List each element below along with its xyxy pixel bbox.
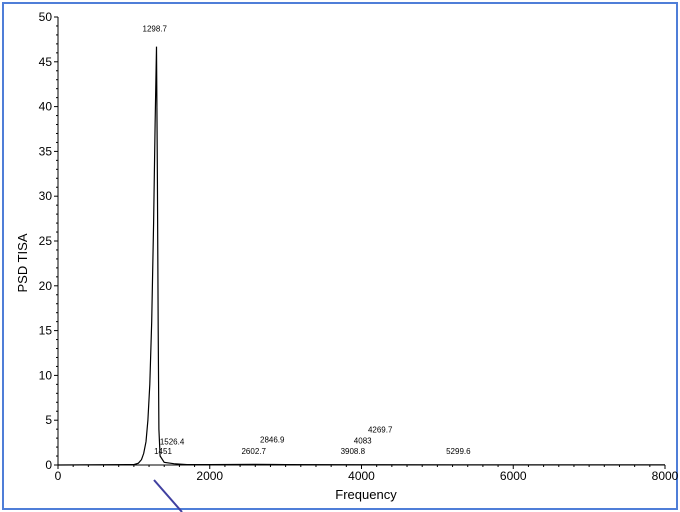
y-tick-label: 5	[45, 413, 52, 427]
peak-label: 5299.6	[446, 447, 471, 456]
peak-label: 2602.7	[241, 447, 266, 456]
x-tick-label: 0	[55, 469, 62, 483]
peak-label: 2846.9	[260, 436, 285, 445]
x-tick-label: 8000	[652, 469, 679, 483]
peak-label: 1526.4	[160, 437, 185, 446]
y-tick-label: 10	[39, 368, 53, 382]
y-tick-label: 50	[39, 10, 53, 24]
y-tick-label: 20	[39, 279, 53, 293]
y-axis-label: PSD TISA	[15, 233, 30, 292]
peak-label: 1298.7	[143, 24, 168, 33]
x-tick-label: 2000	[196, 469, 223, 483]
peak-label: 1451	[154, 447, 172, 456]
y-tick-label: 15	[39, 324, 53, 338]
y-tick-label: 30	[39, 189, 53, 203]
x-tick-label: 4000	[348, 469, 375, 483]
y-ticks: 0 5 10 15 20 25 30 35 40 45 50	[39, 10, 58, 472]
x-tick-label: 6000	[500, 469, 527, 483]
y-tick-label: 40	[39, 100, 53, 114]
decorative-pointer-line	[153, 479, 183, 512]
y-tick-label: 25	[39, 234, 53, 248]
x-axis-label: Frequency	[335, 487, 397, 502]
peak-label: 4083	[354, 436, 372, 445]
series-line-psd	[57, 46, 665, 466]
x-ticks: 0 2000 4000 6000 8000	[55, 465, 679, 483]
y-tick-label: 35	[39, 144, 53, 158]
y-tick-label: 45	[39, 55, 53, 69]
peak-label: 3908.8	[341, 447, 366, 456]
y-tick-label: 0	[45, 458, 52, 472]
peak-label: 4269.7	[368, 426, 393, 435]
